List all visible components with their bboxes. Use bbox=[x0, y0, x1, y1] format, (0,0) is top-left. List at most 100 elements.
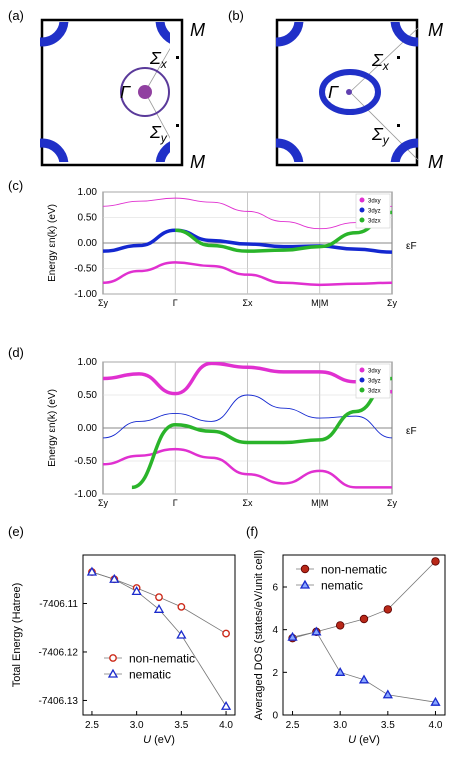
sigma-y-marker-a bbox=[176, 124, 179, 127]
legend-marker bbox=[359, 217, 365, 223]
fermi-label: εF bbox=[406, 241, 417, 252]
corner-pocket-a-bl bbox=[40, 138, 69, 162]
series-line-nematic bbox=[292, 631, 436, 703]
marker-nematic bbox=[109, 573, 120, 583]
gamma-center-b bbox=[346, 89, 352, 95]
x-tick-label: 3.5 bbox=[174, 720, 188, 731]
marker-non-nematic bbox=[359, 614, 369, 624]
corner-pocket-a-tl bbox=[40, 22, 69, 47]
legend-label: 3dxy bbox=[368, 369, 381, 375]
marker-nematic bbox=[382, 689, 393, 699]
y-tick-label: 1.00 bbox=[78, 187, 98, 198]
legend-label: 3dxy bbox=[368, 199, 381, 205]
sigma-x-label-b: Σx bbox=[371, 50, 390, 73]
marker-nematic bbox=[153, 603, 165, 613]
y-tick-label: -1.00 bbox=[74, 489, 97, 500]
panel-label-c: (c) bbox=[8, 178, 23, 193]
m-label-a-bottom: M bbox=[190, 152, 205, 172]
x-axis-label: U (eV) bbox=[143, 734, 175, 746]
legend-label: nematic bbox=[321, 579, 363, 593]
fermi-surface-a bbox=[40, 18, 184, 167]
legend-marker bbox=[359, 207, 365, 213]
legend-marker bbox=[299, 579, 311, 589]
legend-marker bbox=[300, 564, 310, 574]
marker-nematic bbox=[287, 631, 298, 641]
sigma-y-label-b: Σy bbox=[371, 124, 390, 147]
x-tick-label: Σx bbox=[242, 498, 253, 508]
x-tick-label: M|M bbox=[311, 498, 328, 508]
y-tick-label: 1.00 bbox=[78, 357, 98, 368]
y-tick-label: 4 bbox=[272, 625, 278, 636]
band-lines bbox=[103, 197, 392, 287]
band-3dxy bbox=[103, 362, 392, 396]
marker-nematic bbox=[86, 566, 98, 576]
m-label-b-bottom: M bbox=[428, 152, 443, 172]
dos-chart: 2.5 3.0 3.5 4.0 0 2 4 6 U (eV) Averaged DOS (stat… bbox=[253, 550, 446, 746]
marker-nematic bbox=[131, 586, 142, 596]
gamma-label-b: Γ bbox=[328, 82, 339, 102]
band-3dzx bbox=[131, 376, 392, 490]
band-structure-d: Σy Γ Σx M|M Σy 1.00 0.50 0.00 -0.50 -1.00 εF Energy… bbox=[47, 357, 417, 508]
band-3dyz bbox=[103, 228, 392, 254]
x-tick-label: 2.5 bbox=[85, 720, 99, 731]
x-tick-label: Σy bbox=[98, 498, 109, 508]
marker-nematic bbox=[220, 700, 232, 710]
y-tick-label: -7406.11 bbox=[39, 599, 78, 610]
x-tick-label: Σy bbox=[387, 298, 398, 308]
gamma-pocket-a bbox=[120, 67, 170, 117]
panel-label-f: (f) bbox=[246, 524, 258, 539]
x-tick-label: 3.5 bbox=[381, 720, 395, 731]
x-tick-label: 4.0 bbox=[429, 720, 443, 731]
y-tick-label: 0.00 bbox=[78, 238, 98, 249]
sigma-y-marker-b bbox=[397, 124, 400, 127]
x-tick-label: 3.0 bbox=[130, 720, 144, 731]
x-tick-label: M|M bbox=[311, 298, 328, 308]
x-tick-label: Γ bbox=[173, 298, 178, 308]
legend-label: 3dzx bbox=[368, 219, 381, 225]
band-3dxy bbox=[103, 261, 392, 287]
marker-non-nematic bbox=[155, 593, 163, 602]
corner-pocket-b-tr bbox=[390, 22, 418, 47]
x-tick-label: 2.5 bbox=[286, 720, 300, 731]
sigma-y-label-a: Σy bbox=[149, 122, 168, 145]
plot-frame bbox=[82, 554, 236, 716]
marker-non-nematic bbox=[222, 629, 230, 638]
x-tick-label: Γ bbox=[173, 498, 178, 508]
gamma-center-a bbox=[138, 85, 152, 99]
y-tick-label: -0.50 bbox=[74, 456, 97, 467]
x-tick-label: Σy bbox=[98, 298, 109, 308]
x-tick-label: Σy bbox=[387, 498, 398, 508]
gamma-pocket-b bbox=[319, 69, 381, 115]
sigma-x-marker-b bbox=[397, 56, 400, 59]
marker-nematic bbox=[358, 674, 370, 684]
marker-non-nematic bbox=[383, 605, 393, 614]
y-tick-label: 0.00 bbox=[78, 423, 98, 434]
y-tick-label: -0.50 bbox=[74, 264, 97, 275]
y-tick-label: 0 bbox=[272, 711, 278, 722]
legend-label: nematic bbox=[129, 668, 171, 682]
m-label-a-top: M bbox=[190, 20, 205, 40]
marker-nematic bbox=[430, 696, 441, 706]
diag-line-a2 bbox=[144, 91, 170, 139]
x-tick-label: 3.0 bbox=[333, 720, 347, 731]
band-structure-c: Σy Γ Σx M|M Σy 1.00 0.50 0.00 -0.50 -1.00 εF Energy… bbox=[47, 187, 417, 308]
panel-label-b: (b) bbox=[228, 8, 244, 23]
marker-non-nematic bbox=[177, 602, 186, 611]
legend-marker bbox=[359, 387, 365, 393]
marker-non-nematic bbox=[431, 557, 440, 566]
corner-pocket-b-br bbox=[390, 138, 418, 162]
y-tick-label: -7406.13 bbox=[39, 696, 79, 707]
legend-marker bbox=[107, 668, 119, 678]
y-tick-label: 2 bbox=[272, 668, 278, 679]
sigma-x-label-a: Σx bbox=[149, 48, 168, 71]
panel-label-d: (d) bbox=[8, 345, 24, 360]
legend-marker bbox=[359, 367, 365, 373]
legend-marker bbox=[359, 377, 365, 383]
x-tick-label: Σx bbox=[242, 298, 253, 308]
corner-pocket-b-bl bbox=[276, 138, 304, 162]
x-axis-label: U (eV) bbox=[348, 734, 380, 746]
legend-label: 3dyz bbox=[368, 209, 381, 215]
bz-frame-a bbox=[40, 18, 184, 167]
band-3dxy bbox=[103, 447, 392, 489]
